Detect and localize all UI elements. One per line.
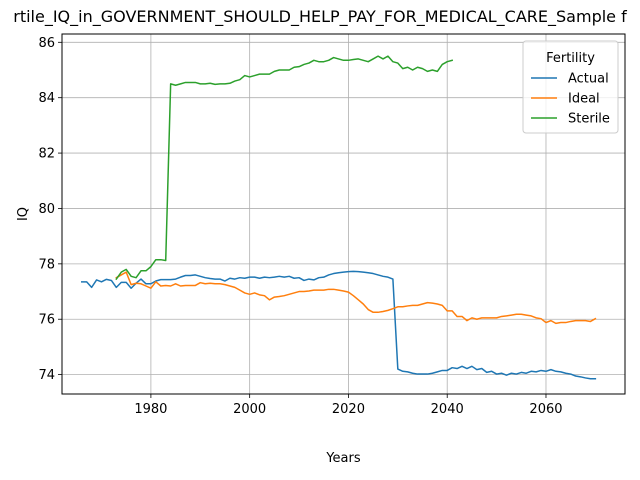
x-tick-label: 2060 <box>529 402 562 417</box>
y-tick-label: 78 <box>38 257 55 272</box>
plot-frame <box>61 33 626 395</box>
legend-title: Fertility <box>546 51 595 66</box>
x-tick-label: 2040 <box>431 402 464 417</box>
y-tick-label: 80 <box>38 202 55 217</box>
series-line-actual <box>81 270 597 380</box>
y-axis-label: IQ <box>16 207 31 221</box>
legend-label-actual: Actual <box>568 72 609 87</box>
x-tick-label: 2020 <box>332 402 365 417</box>
chart-title: rtile_IQ_in_GOVERNMENT_SHOULD_HELP_PAY_F… <box>13 7 627 27</box>
x-axis-label: Years <box>325 451 361 466</box>
series-line-ideal <box>115 271 597 325</box>
legend-box <box>522 40 619 134</box>
legend-label-sterile: Sterile <box>568 112 610 127</box>
y-tick-label: 84 <box>38 91 55 106</box>
axis-ticks: 1980 2000 2020 2040 2060 74 76 78 80 82 84 86 <box>38 36 562 417</box>
y-tick-label: 76 <box>38 313 55 328</box>
y-tick-label: 86 <box>38 36 55 51</box>
legend: Fertility Actual Ideal Sterile <box>522 40 619 134</box>
series-line-sterile <box>115 55 454 281</box>
x-tick-label: 1980 <box>134 402 167 417</box>
y-tick-label: 82 <box>38 147 55 162</box>
x-tick-label: 2000 <box>233 402 266 417</box>
series-lines <box>81 55 597 380</box>
legend-label-ideal: Ideal <box>568 92 600 107</box>
y-tick-label: 74 <box>38 368 55 383</box>
